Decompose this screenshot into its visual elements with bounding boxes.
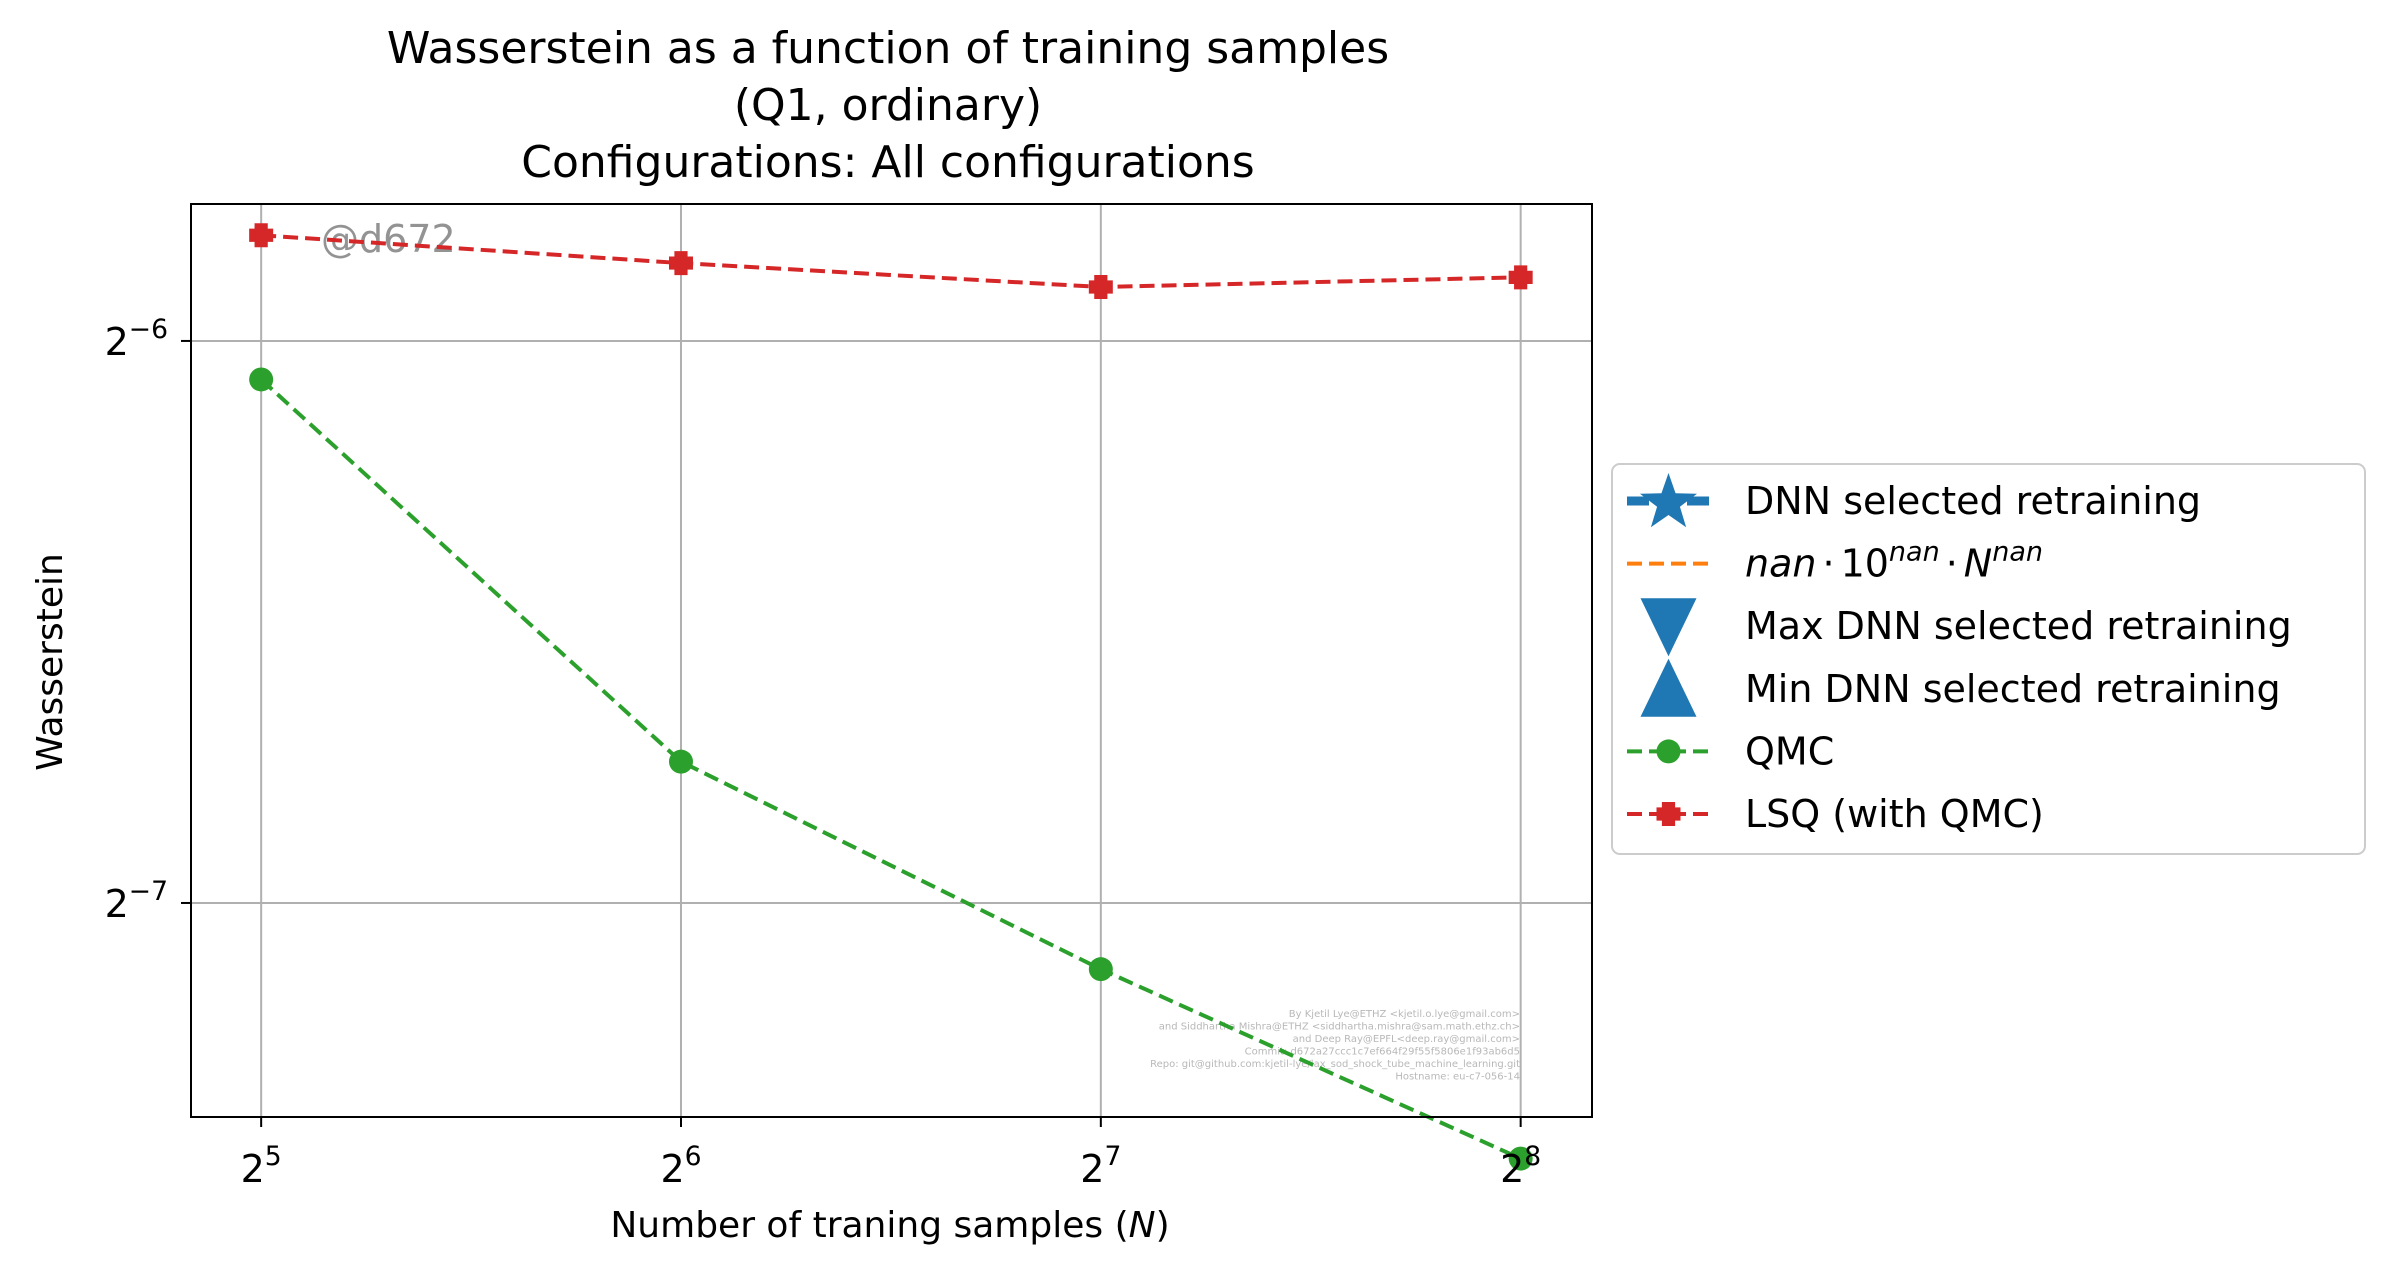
data-point — [668, 749, 693, 774]
x-tick-label: 25 — [241, 1141, 282, 1191]
plus-icon — [1656, 802, 1681, 826]
legend-label: QMC — [1745, 729, 1834, 773]
credit-line: Commit: d672a27ccc1c7ef664f29f55f5806e1f… — [1245, 1047, 1520, 1058]
legend-label: LSQ (with QMC) — [1745, 792, 2044, 836]
y-axis-label: Wasserstein — [30, 553, 71, 771]
legend-entry: DNN selected retraining — [1627, 473, 2201, 528]
credit-line: Hostname: eu-c7-056-14 — [1395, 1072, 1520, 1083]
x-tick-label: 27 — [1080, 1141, 1121, 1191]
triangle-up-icon — [1640, 658, 1697, 717]
data-point — [668, 251, 693, 276]
legend-entry: nan · 10nan · Nnan — [1627, 537, 2043, 586]
legend-entry: Min DNN selected retraining — [1640, 658, 2281, 717]
series-line — [259, 377, 1522, 1161]
legend-label: nan · 10nan · Nnan — [1745, 537, 2043, 586]
chart-title-line-3: Configurations: All configurations — [521, 137, 1254, 188]
y-tick-label: 2−7 — [105, 876, 168, 926]
axes-frame — [190, 203, 1593, 1118]
credit-line: Repo: git@github.com:kjetil-lye/lax_sod_… — [1150, 1059, 1520, 1070]
x-tick-label: 28 — [1500, 1141, 1541, 1191]
chart-title-line-2: (Q1, ordinary) — [734, 80, 1042, 131]
x-axis-label: Number of traning samples (N) — [610, 1205, 1169, 1246]
legend-box — [1611, 463, 2366, 855]
legend-entry: QMC — [1627, 729, 1834, 773]
data-point — [1088, 274, 1113, 299]
legend-entry: Max DNN selected retraining — [1640, 598, 2292, 657]
credit-line: By Kjetil Lye@ETHZ <kjetil.o.lye@gmail.c… — [1289, 1009, 1520, 1020]
watermark: @d672 — [321, 217, 456, 261]
data-point — [249, 223, 274, 248]
data-point — [249, 367, 274, 392]
legend-entry: LSQ (with QMC) — [1627, 792, 2044, 836]
star-icon — [1639, 473, 1698, 528]
x-tick-label: 26 — [660, 1141, 701, 1191]
y-axis-ticks: 2−6 2−7 — [105, 314, 191, 926]
x-axis-ticks: 25 26 27 28 — [241, 1117, 1541, 1191]
y-tick-label: 2−6 — [105, 314, 168, 364]
grid-lines — [191, 204, 1592, 1117]
data-point — [1088, 957, 1113, 982]
credit-line: and Deep Ray@EPFL<deep.ray@gmail.com> — [1293, 1034, 1520, 1045]
series-layer — [249, 223, 1533, 1171]
series-line — [261, 233, 1521, 289]
credit-line: and Siddhartha Mishra@ETHZ <siddhartha.m… — [1159, 1022, 1520, 1033]
legend-label: DNN selected retraining — [1745, 479, 2201, 523]
circle-icon — [1656, 739, 1681, 764]
data-point — [1508, 265, 1533, 290]
credits-block: By Kjetil Lye@ETHZ <kjetil.o.lye@gmail.c… — [1150, 1009, 1520, 1083]
legend: DNN selected retraining nan · 10nan · Nnan Max… — [1611, 463, 2366, 855]
triangle-down-icon — [1640, 598, 1697, 657]
data-point — [1508, 1146, 1533, 1171]
legend-label: Max DNN selected retraining — [1745, 604, 2292, 648]
legend-label: Min DNN selected retraining — [1745, 667, 2281, 711]
chart-title-line-1: Wasserstein as a function of training sa… — [387, 23, 1389, 74]
